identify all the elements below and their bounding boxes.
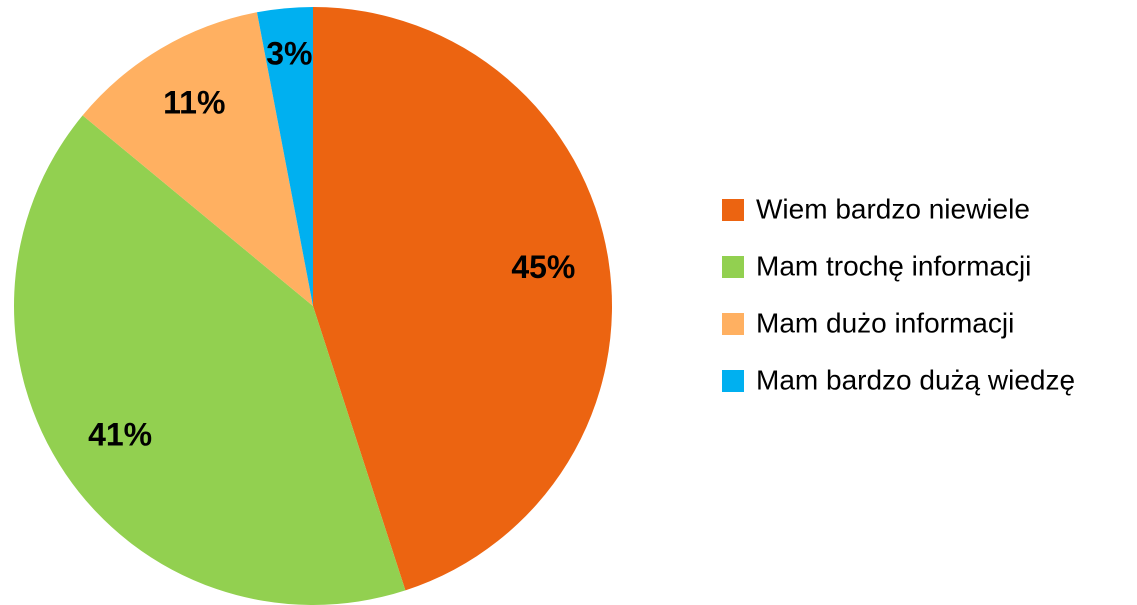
legend-swatch xyxy=(722,256,744,278)
data-label: 3% xyxy=(266,35,312,71)
legend-swatch xyxy=(722,313,744,335)
legend-label: Mam trochę informacji xyxy=(756,250,1031,281)
data-label: 41% xyxy=(88,417,152,453)
legend-label: Mam dużo informacji xyxy=(756,307,1014,338)
data-label: 11% xyxy=(163,85,225,121)
pie-slice xyxy=(82,12,313,306)
pie-slice xyxy=(256,7,313,306)
legend-swatch xyxy=(722,199,744,221)
legend-label: Wiem bardzo niewiele xyxy=(756,193,1030,224)
data-label: 45% xyxy=(511,249,575,285)
pie-slice xyxy=(313,7,612,591)
legend-label: Mam bardzo dużą wiedzę xyxy=(756,364,1075,395)
pie-slice xyxy=(14,115,406,605)
legend-swatch xyxy=(722,370,744,392)
